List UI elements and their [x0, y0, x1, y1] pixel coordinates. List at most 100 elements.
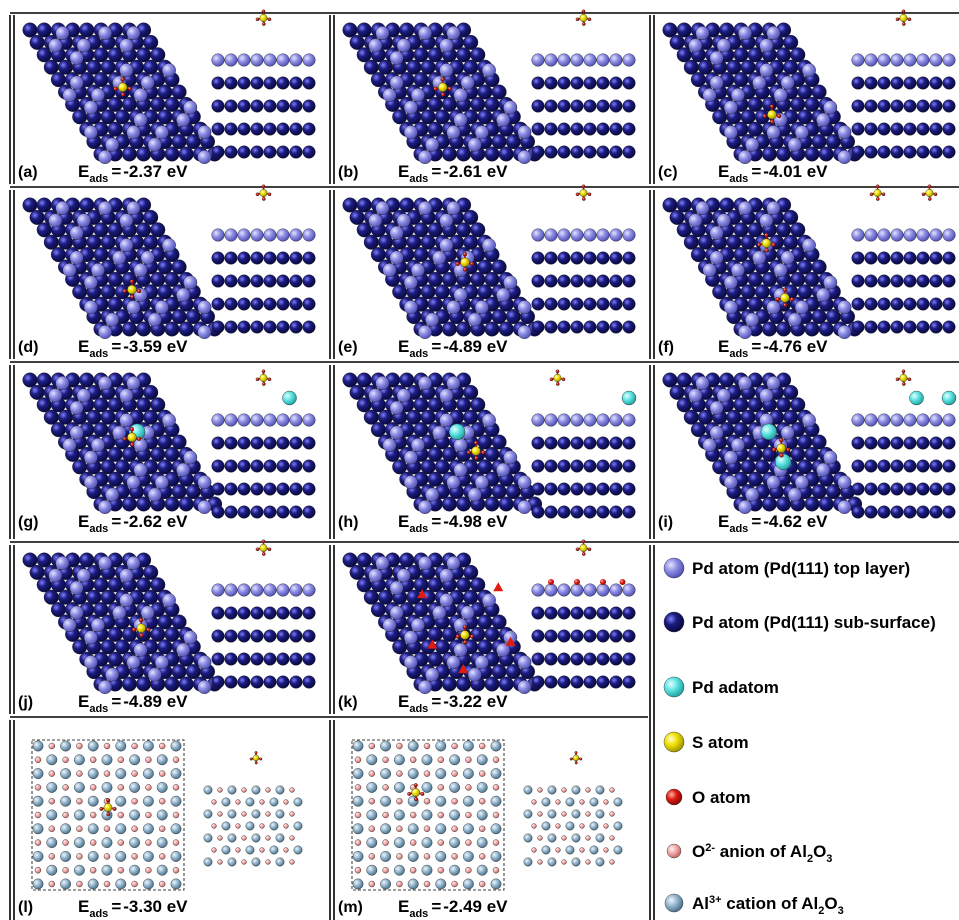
pd-sub-atom [890, 297, 904, 311]
pd-sub-atom [864, 436, 878, 450]
energy-equals: = [111, 162, 121, 181]
pd-sub-atom [811, 309, 827, 325]
pd-sub-atom [107, 47, 123, 63]
pd-sub-atom [86, 59, 102, 75]
o-anion [465, 839, 472, 846]
pd-sub-atom [783, 209, 799, 225]
al-cation [60, 851, 71, 862]
al-cation [366, 864, 378, 876]
pd-top-atom [97, 325, 112, 340]
al-cation [435, 823, 447, 835]
o-anion [265, 787, 271, 793]
pd-sub-atom [557, 297, 571, 311]
pd-sub-atom [544, 459, 558, 473]
pd-top-atom [69, 75, 84, 90]
al-cation [435, 795, 447, 807]
pd-sub-atom [583, 606, 597, 620]
pd-sub-atom [164, 446, 180, 462]
pd-sub-atom [342, 552, 358, 568]
pd-sub-atom [342, 22, 358, 38]
pd-top-atom [738, 149, 753, 164]
pd-sub-atom [79, 197, 95, 213]
energy-subscript: ads [89, 348, 108, 360]
al-cation [352, 851, 364, 862]
sulfate-adsorbate [921, 184, 938, 201]
pd-sub-atom [356, 552, 372, 568]
al-cation [245, 797, 255, 807]
pd-sub-atom [164, 496, 180, 512]
pd-top-atom [596, 413, 610, 427]
pd-sub-atom [211, 297, 225, 311]
pd-top-atom [709, 50, 724, 65]
pd-top-atom [69, 250, 84, 265]
adsorption-energy-label: Eads = -4.62 eV [718, 512, 828, 535]
pd-sub-atom [916, 251, 930, 265]
pd-sub-atom [877, 99, 891, 113]
pd-sub-atom [733, 47, 749, 63]
pd-sub-atom [719, 372, 735, 388]
pd-sub-atom [790, 271, 806, 287]
s-atom [780, 293, 790, 303]
pd-sub-atom [263, 652, 277, 666]
o-atom [779, 437, 784, 443]
pd-top-atom [439, 593, 454, 608]
pd-sub-atom [224, 482, 238, 496]
pd-sub-atom [302, 99, 316, 113]
energy-value: -2.37 eV [123, 162, 188, 181]
o-anion [131, 880, 138, 888]
al-cation [227, 833, 237, 843]
pd-sub-atom [302, 652, 316, 666]
o-anion [579, 847, 585, 853]
pd-top-atom [368, 568, 383, 583]
pd111-side-view [211, 9, 316, 159]
al-cation [421, 782, 433, 793]
pd-top-atom [929, 413, 943, 427]
al-cation [523, 833, 533, 843]
pd-sub-atom [237, 274, 251, 288]
pd-sub-atom [609, 459, 623, 473]
s-atom [572, 754, 580, 762]
al-cation [541, 821, 551, 831]
o-anion [561, 859, 567, 865]
pd-sub-atom [669, 209, 685, 225]
al-cation [380, 823, 391, 835]
pd-top-atom [609, 53, 623, 67]
legend-item-al-cation: Al3+ cation of Al2O3 [664, 893, 844, 917]
pd-sub-atom [224, 251, 238, 265]
pd-sub-atom [263, 122, 277, 136]
pd-top-atom [302, 53, 316, 67]
pd-sub-atom [100, 409, 116, 425]
o-atom [113, 86, 118, 91]
al-cation [221, 845, 231, 855]
o-anion [368, 798, 375, 805]
pd-sub-atom [211, 122, 225, 136]
pd-top-atom [418, 325, 433, 340]
pd-sub-atom [356, 47, 372, 63]
pd-sub-atom [406, 234, 422, 250]
pd-sub-atom [237, 652, 251, 666]
pd-top-atom [890, 228, 904, 242]
pd-sub-atom [609, 99, 623, 113]
o-atom [574, 761, 578, 765]
pd-top-atom [237, 413, 251, 427]
s-atom [471, 446, 481, 456]
pd-sub-atom [570, 629, 584, 643]
pd-top-atom [766, 475, 781, 490]
al-cation [366, 809, 378, 821]
o-anion [451, 825, 458, 832]
pd-sub-atom [289, 320, 303, 334]
al-cation [476, 864, 488, 876]
pd-top-atom [695, 26, 710, 41]
al-cation [32, 740, 44, 752]
pd-sub-atom [224, 122, 238, 136]
pd-top-atom [403, 630, 418, 645]
pd-top-atom [439, 388, 454, 403]
pd-top-atom [453, 112, 468, 127]
pd-sub-atom [776, 146, 792, 162]
o-atom [771, 242, 776, 247]
al-cation [407, 740, 419, 752]
o-anion [465, 756, 472, 763]
pd-top-atom [517, 655, 532, 670]
pd-sub-atom [596, 320, 610, 334]
al-cation [352, 768, 364, 779]
